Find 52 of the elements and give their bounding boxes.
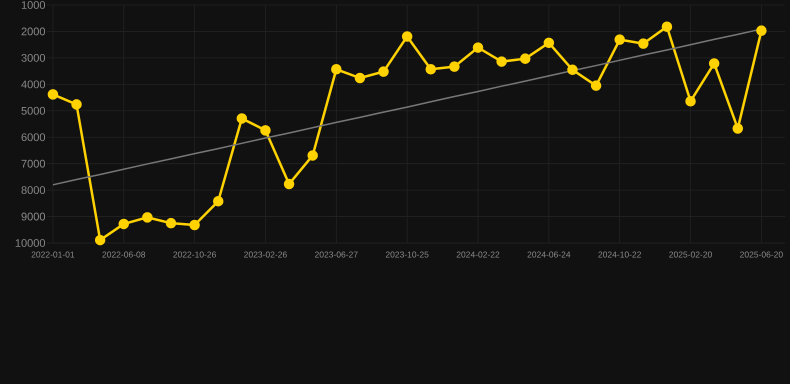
y-tick-label: 8000 bbox=[22, 186, 46, 194]
y-tick-label: 3000 bbox=[21, 54, 46, 62]
point bbox=[189, 220, 200, 230]
point bbox=[472, 42, 484, 53]
point bbox=[662, 21, 672, 32]
x-tick-label: 2022-06-08 bbox=[102, 252, 146, 258]
point bbox=[284, 178, 294, 190]
point bbox=[590, 80, 602, 91]
y-tick-label: 4000 bbox=[21, 80, 46, 88]
point bbox=[48, 89, 58, 100]
point bbox=[166, 218, 176, 228]
point bbox=[402, 31, 412, 42]
y-tick-label: 6000 bbox=[22, 133, 46, 142]
x-tick-label: 2023-02-26 bbox=[244, 252, 287, 258]
point bbox=[520, 53, 530, 64]
y-tick-label: 7000 bbox=[22, 160, 46, 168]
x-tick-label: 2024-06-24 bbox=[528, 252, 570, 258]
point bbox=[638, 38, 649, 49]
x-tick-label: 2023-06-27 bbox=[314, 252, 358, 258]
point bbox=[567, 64, 578, 76]
x-tick-label: 2024-02-22 bbox=[456, 252, 500, 258]
point bbox=[331, 64, 342, 75]
x-tick-label: 2025-02-20 bbox=[669, 252, 712, 258]
point bbox=[732, 123, 744, 134]
y-tick-label: 5000 bbox=[21, 106, 46, 115]
point bbox=[307, 150, 318, 161]
point bbox=[236, 113, 248, 124]
point bbox=[449, 61, 460, 72]
point bbox=[756, 25, 767, 36]
point bbox=[378, 66, 389, 77]
point bbox=[426, 64, 436, 75]
x-tick-label: 2025-06-20 bbox=[740, 252, 783, 258]
x-tick-label: 2024-10-22 bbox=[598, 252, 641, 258]
y-tick-label: 9000 bbox=[22, 212, 46, 220]
point bbox=[142, 212, 153, 223]
point bbox=[71, 99, 82, 110]
point bbox=[685, 96, 696, 107]
y-tick-label: 2000 bbox=[22, 28, 46, 36]
x-tick-label: 2022-10-26 bbox=[173, 252, 216, 258]
point bbox=[118, 218, 130, 230]
point bbox=[544, 38, 554, 48]
y-tick-label: 1000 bbox=[22, 1, 46, 9]
x-tick-label: 2022-01-01 bbox=[32, 252, 74, 258]
point bbox=[260, 125, 271, 136]
point bbox=[496, 56, 507, 67]
point bbox=[354, 72, 366, 84]
point bbox=[614, 34, 625, 45]
point bbox=[212, 196, 224, 206]
point bbox=[708, 58, 720, 69]
y-tick-label: 10000 bbox=[16, 239, 46, 247]
x-tick-label: 2023-10-25 bbox=[386, 252, 429, 258]
point bbox=[94, 234, 106, 246]
